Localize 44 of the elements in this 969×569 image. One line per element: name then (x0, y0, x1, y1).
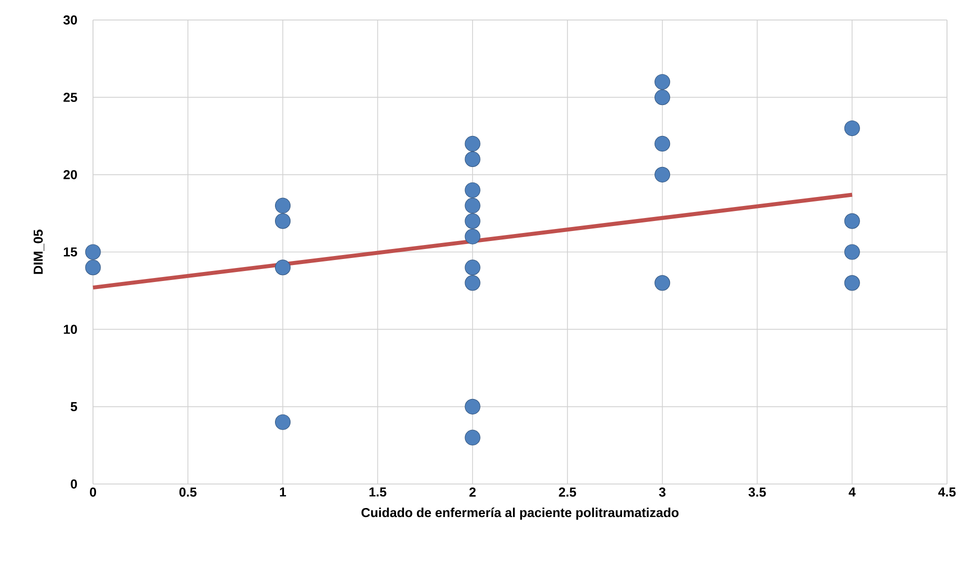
y-tick-label: 15 (64, 247, 78, 257)
point (464, 136, 480, 152)
y-tick-label: 25 (64, 92, 78, 102)
y-tick-label: 30 (63, 15, 77, 25)
point (274, 213, 291, 229)
x-tick-label: 3.5 (748, 488, 766, 497)
point (654, 90, 670, 106)
y-tick-label: 10 (64, 324, 77, 334)
point (844, 120, 860, 136)
x-tick-label: 3 (659, 488, 666, 497)
point (654, 275, 670, 291)
x-tick-label: 1.5 (369, 488, 386, 497)
x-tick-label: 2 (469, 488, 476, 497)
point (464, 213, 480, 229)
point (85, 244, 101, 260)
x-tick-label: 4.5 (938, 488, 956, 497)
point (464, 398, 480, 414)
point (464, 275, 480, 291)
y-tick-label: 5 (70, 402, 78, 412)
x-tick-label: 4 (848, 488, 856, 496)
point (844, 213, 860, 229)
point (274, 260, 291, 276)
point (464, 182, 480, 198)
y-tick-label: 0 (70, 479, 77, 489)
point (654, 166, 670, 182)
point (844, 244, 860, 260)
point (464, 430, 480, 446)
point (464, 228, 480, 244)
point (654, 136, 670, 152)
point (844, 275, 860, 291)
point (654, 74, 670, 90)
point (464, 198, 480, 214)
x-tick-label: 2.5 (558, 488, 576, 497)
y-tick-label: 20 (64, 170, 77, 180)
point (85, 260, 101, 276)
y-axis-title: DIM_05 (34, 230, 44, 274)
point (464, 260, 480, 276)
x-tick-label: 1 (280, 488, 286, 496)
point (274, 198, 291, 214)
x-axis-title: Cuidado de enfermería al paciente politraumatizado (361, 508, 679, 520)
point (464, 151, 480, 167)
point (274, 414, 291, 430)
x-tick-label: 0.5 (179, 488, 197, 497)
x-tick-label: 0 (90, 488, 96, 497)
